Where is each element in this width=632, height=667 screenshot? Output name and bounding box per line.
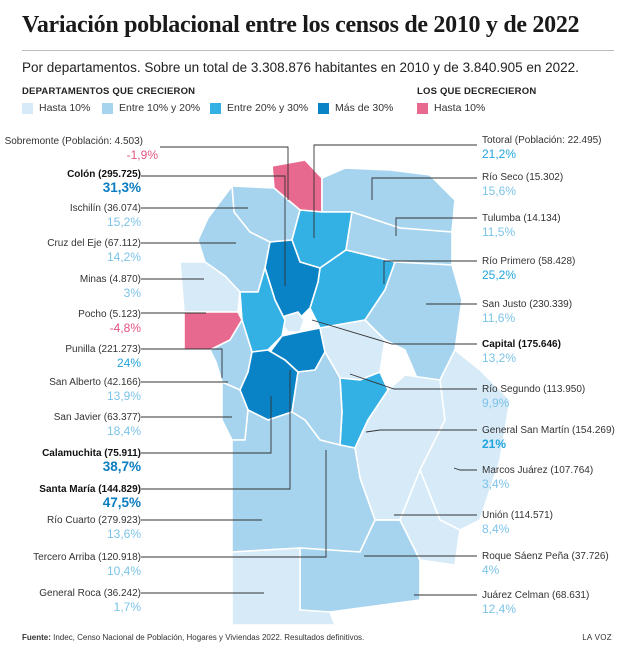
legend-label: Entre 10% y 20% xyxy=(119,102,201,114)
legend-item-0: Hasta 10% xyxy=(22,102,90,114)
dept-value: 3,4% xyxy=(482,477,510,491)
dept-value: 3% xyxy=(123,286,141,300)
legend-grew-heading: DEPARTAMENTOS QUE CRECIERON xyxy=(22,86,196,97)
dept-label: Tercero Arriba (120.918) xyxy=(33,552,141,563)
legend-label: Hasta 10% xyxy=(434,102,486,114)
dept-roque-saenz-pena xyxy=(374,469,461,566)
dept-label: Minas (4.870) xyxy=(79,274,141,285)
legend-item-2: Entre 20% y 30% xyxy=(210,102,308,114)
dept-label: Calamuchita (75.911) xyxy=(42,448,141,459)
legend-label: Entre 20% y 30% xyxy=(227,102,309,114)
dept-label: San Justo (230.339) xyxy=(482,299,573,310)
dept-label: Tulumba (14.134) xyxy=(482,213,561,224)
dept-label: Santa María (144.829) xyxy=(39,484,141,495)
dept-value: 25,2% xyxy=(482,268,517,282)
legend-swatch xyxy=(417,102,428,114)
title-divider xyxy=(22,50,614,51)
dept-value: -4,8% xyxy=(109,321,141,335)
dept-value: 13,2% xyxy=(482,351,517,365)
dept-general-roca xyxy=(231,547,336,626)
source-text: Indec, Censo Nacional de Población, Hoga… xyxy=(50,633,365,642)
source-footer: Fuente: Indec, Censo Nacional de Poblaci… xyxy=(22,633,364,642)
dept-label: General Roca (36.242) xyxy=(39,588,141,599)
legend-swatch xyxy=(318,102,329,114)
dept-value: 4% xyxy=(482,563,500,577)
dept-label: Pocho (5.123) xyxy=(78,309,141,320)
source-label: Fuente: xyxy=(22,633,51,642)
dept-value: 31,3% xyxy=(102,180,141,195)
dept-value: 24% xyxy=(116,356,141,370)
dept-value: 38,7% xyxy=(102,459,141,474)
dept-marcos-juarez xyxy=(419,349,511,531)
dept-value: 1,7% xyxy=(113,600,141,614)
legend-label: Más de 30% xyxy=(335,102,394,114)
dept-value: 13,9% xyxy=(106,389,141,403)
brand-logo: LA VOZ xyxy=(582,633,612,642)
dept-label: Colón (295.725) xyxy=(67,169,141,180)
dept-value: 12,4% xyxy=(482,602,517,616)
dept-label: Río Seco (15.302) xyxy=(482,172,564,183)
dept-label: Juárez Celman (68.631) xyxy=(482,590,590,601)
legend-swatch xyxy=(22,102,33,114)
dept-value: 14,2% xyxy=(106,250,141,264)
dept-value: -1,9% xyxy=(126,148,158,162)
dept-label: General San Martín (154.269) xyxy=(482,425,615,436)
dept-punilla xyxy=(239,267,286,353)
dept-value: 10,4% xyxy=(106,564,141,578)
dept-value: 11,5% xyxy=(482,225,516,239)
map-subtitle: Por departamentos. Sobre un total de 3.3… xyxy=(22,60,579,75)
dept-label: Ischilín (36.074) xyxy=(69,203,141,214)
dept-value: 13,6% xyxy=(106,527,141,541)
dept-label: San Javier (63.377) xyxy=(53,412,141,423)
dept-label: Capital (175.646) xyxy=(482,339,561,350)
dept-value: 15,2% xyxy=(106,215,141,229)
dept-value: 9,9% xyxy=(482,396,510,410)
dept-value: 21% xyxy=(482,437,507,451)
legend-item-3: Más de 30% xyxy=(318,102,393,114)
dept-label: Río Primero (58.428) xyxy=(482,256,576,267)
dept-label: Marcos Juárez (107.764) xyxy=(482,465,594,476)
dept-label: San Alberto (42.166) xyxy=(49,377,141,388)
dept-label: Sobremonte (Población: 4.503) xyxy=(4,136,143,147)
dept-value: 18,4% xyxy=(106,424,141,438)
dept-value: 21,2% xyxy=(482,147,517,161)
dept-value: 47,5% xyxy=(102,495,141,510)
dept-value: 8,4% xyxy=(482,522,510,536)
legend-swatch xyxy=(210,102,221,114)
dept-label: Roque Sáenz Peña (37.726) xyxy=(482,551,609,562)
legend-shrank-heading: LOS QUE DECRECIERON xyxy=(417,86,537,97)
legend-item-4: Hasta 10% xyxy=(417,102,485,114)
dept-label: Unión (114.571) xyxy=(482,510,553,521)
legend-item-1: Entre 10% y 20% xyxy=(102,102,200,114)
dept-label: Punilla (221.273) xyxy=(65,344,141,355)
dept-label: Totoral (Población: 22.495) xyxy=(482,135,602,146)
map-title: Variación poblacional entre los censos d… xyxy=(22,12,580,38)
dept-label: Río Cuarto (279.923) xyxy=(47,515,141,526)
dept-value: 15,6% xyxy=(482,184,517,198)
dept-label: Río Segundo (113.950) xyxy=(482,384,586,395)
dept-value: 11,6% xyxy=(482,311,516,325)
dept-label: Cruz del Eje (67.112) xyxy=(47,238,141,249)
legend-label: Hasta 10% xyxy=(39,102,91,114)
legend-swatch xyxy=(102,102,113,114)
